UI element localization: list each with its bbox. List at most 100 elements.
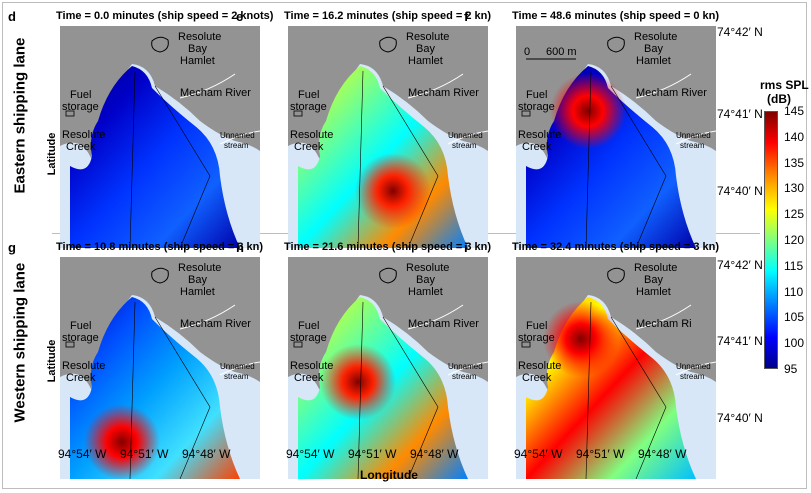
label-resolute-creek-1: Resolute bbox=[62, 360, 105, 372]
label-stream: stream bbox=[224, 141, 249, 150]
label-fuel: Fuel bbox=[526, 89, 547, 101]
label-mecham-river: Mecham River bbox=[180, 87, 251, 99]
colorbar-tick: 110 bbox=[784, 284, 804, 299]
panel-letter-h: h bbox=[236, 240, 244, 255]
label-resolute-creek-2: Creek bbox=[294, 141, 324, 153]
map-panel-d: Resolute Bay Hamlet Mecham River Fuel storage… bbox=[60, 26, 260, 248]
lon-tick: 94°48′ W bbox=[182, 447, 231, 461]
shipping-lane bbox=[357, 301, 364, 479]
lon-tick: 94°54′ W bbox=[58, 447, 107, 461]
map-panel-i: Resolute Bay Hamlet Mecham Ri Fuel storage Res… bbox=[516, 257, 716, 479]
ship-hotspot bbox=[543, 301, 619, 377]
colorbar-tick: 140 bbox=[784, 129, 805, 144]
lat-tick-bot-1: 74°42′ N bbox=[717, 258, 763, 272]
label-fuel: Fuel bbox=[298, 89, 319, 101]
unnamed-stream-line bbox=[447, 130, 488, 145]
scale-bar-start: 0 bbox=[524, 46, 530, 58]
shipping-lane bbox=[129, 70, 136, 248]
label-bay: Bay bbox=[416, 43, 435, 55]
label-resolute: Resolute bbox=[634, 31, 677, 43]
hamlet-outline bbox=[151, 36, 169, 53]
label-resolute-creek-2: Creek bbox=[66, 141, 96, 153]
survey-boundary bbox=[382, 316, 439, 479]
unnamed-stream-line bbox=[447, 361, 488, 376]
row-label-eastern: Eastern shipping lane bbox=[11, 37, 29, 194]
ylabel-top: Latitude bbox=[46, 132, 58, 176]
panel-title-g: Time = 10.8 minutes (ship speed = 3 kn) bbox=[56, 241, 264, 253]
lon-tick: 94°54′ W bbox=[286, 447, 335, 461]
shipping-lane bbox=[129, 301, 136, 479]
colorbar bbox=[764, 111, 778, 369]
lon-tick: 94°48′ W bbox=[410, 447, 459, 461]
lat-tick-top-3: 74°40′ N bbox=[717, 184, 763, 198]
panel-title-i: Time = 32.4 minutes (ship speed = 3 kn) bbox=[512, 241, 720, 253]
label-resolute-creek-1: Resolute bbox=[518, 129, 561, 141]
mecham-river-line bbox=[179, 73, 236, 99]
label-resolute-creek-2: Creek bbox=[294, 372, 324, 384]
ship-hotspot bbox=[550, 73, 626, 149]
label-fuel: Fuel bbox=[298, 320, 319, 332]
label-bay: Bay bbox=[188, 43, 207, 55]
lat-tick-bot-2: 74°41′ N bbox=[717, 334, 763, 348]
label-resolute: Resolute bbox=[406, 31, 449, 43]
lat-tick-top-2: 74°41′ N bbox=[717, 107, 763, 121]
hamlet-outline bbox=[151, 267, 169, 284]
colorbar-tick: 145 bbox=[784, 104, 805, 118]
mecham-river-line bbox=[179, 304, 236, 330]
label-storage: storage bbox=[290, 332, 327, 344]
colorbar-tick: 125 bbox=[784, 207, 805, 222]
scale-bar-end: 600 m bbox=[546, 46, 577, 58]
label-fuel: Fuel bbox=[70, 89, 91, 101]
label-resolute-creek-2: Creek bbox=[66, 372, 96, 384]
label-resolute-creek-1: Resolute bbox=[62, 129, 105, 141]
xlabel: Longitude bbox=[360, 468, 418, 482]
label-hamlet: Hamlet bbox=[180, 286, 215, 298]
colorbar-tick: 130 bbox=[784, 181, 805, 196]
lat-tick-bot-3: 74°40′ N bbox=[717, 411, 763, 425]
survey-boundary bbox=[610, 85, 667, 248]
label-unnamed: Unnamed bbox=[676, 131, 711, 140]
label-resolute: Resolute bbox=[178, 262, 221, 274]
label-hamlet: Hamlet bbox=[636, 286, 671, 298]
lat-tick-top-1: 74°42′ N bbox=[717, 25, 763, 39]
hamlet-outline bbox=[607, 267, 625, 284]
label-resolute: Resolute bbox=[406, 262, 449, 274]
map-panel-h: Resolute Bay Hamlet Mecham River Fuel storage… bbox=[288, 257, 488, 479]
label-storage: storage bbox=[62, 332, 99, 344]
panel-letter-i: i bbox=[464, 240, 468, 255]
label-mecham-river: Mecham River bbox=[636, 87, 707, 99]
unnamed-stream-line bbox=[675, 130, 716, 145]
label-storage: storage bbox=[62, 101, 99, 113]
label-resolute: Resolute bbox=[178, 31, 221, 43]
colorbar-tick: 100 bbox=[784, 336, 805, 351]
label-mecham-river: Mecham River bbox=[408, 87, 479, 99]
colorbar-tick: 115 bbox=[784, 258, 804, 273]
survey-boundary bbox=[610, 316, 667, 479]
map-panel-e: Resolute Bay Hamlet Mecham River Fuel storage… bbox=[288, 26, 488, 248]
label-unnamed: Unnamed bbox=[220, 131, 255, 140]
label-stream: stream bbox=[680, 372, 705, 381]
label-bay: Bay bbox=[416, 274, 435, 286]
colorbar-tick: 95 bbox=[784, 362, 798, 376]
label-resolute-creek-2: Creek bbox=[522, 372, 552, 384]
hamlet-outline bbox=[607, 36, 625, 53]
label-bay: Bay bbox=[644, 274, 663, 286]
label-resolute-creek-1: Resolute bbox=[518, 360, 561, 372]
panel-letter-e: e bbox=[236, 9, 244, 24]
survey-boundary bbox=[154, 85, 211, 248]
label-fuel: Fuel bbox=[70, 320, 91, 332]
spl-field bbox=[70, 66, 240, 248]
fuel-storage-outline bbox=[65, 341, 75, 348]
lon-tick: 94°48′ W bbox=[638, 447, 687, 461]
label-stream: stream bbox=[452, 372, 477, 381]
panel-title-f: Time = 48.6 minutes (ship speed = 0 kn) bbox=[512, 10, 720, 22]
panel-title-d: Time = 0.0 minutes (ship speed = 2 knots… bbox=[56, 10, 274, 22]
panel-letter-g: g bbox=[8, 240, 16, 255]
label-unnamed: Unnamed bbox=[448, 131, 483, 140]
label-unnamed: Unnamed bbox=[220, 362, 255, 371]
label-hamlet: Hamlet bbox=[636, 55, 671, 67]
ship-hotspot bbox=[355, 153, 431, 229]
label-resolute-creek-1: Resolute bbox=[290, 129, 333, 141]
